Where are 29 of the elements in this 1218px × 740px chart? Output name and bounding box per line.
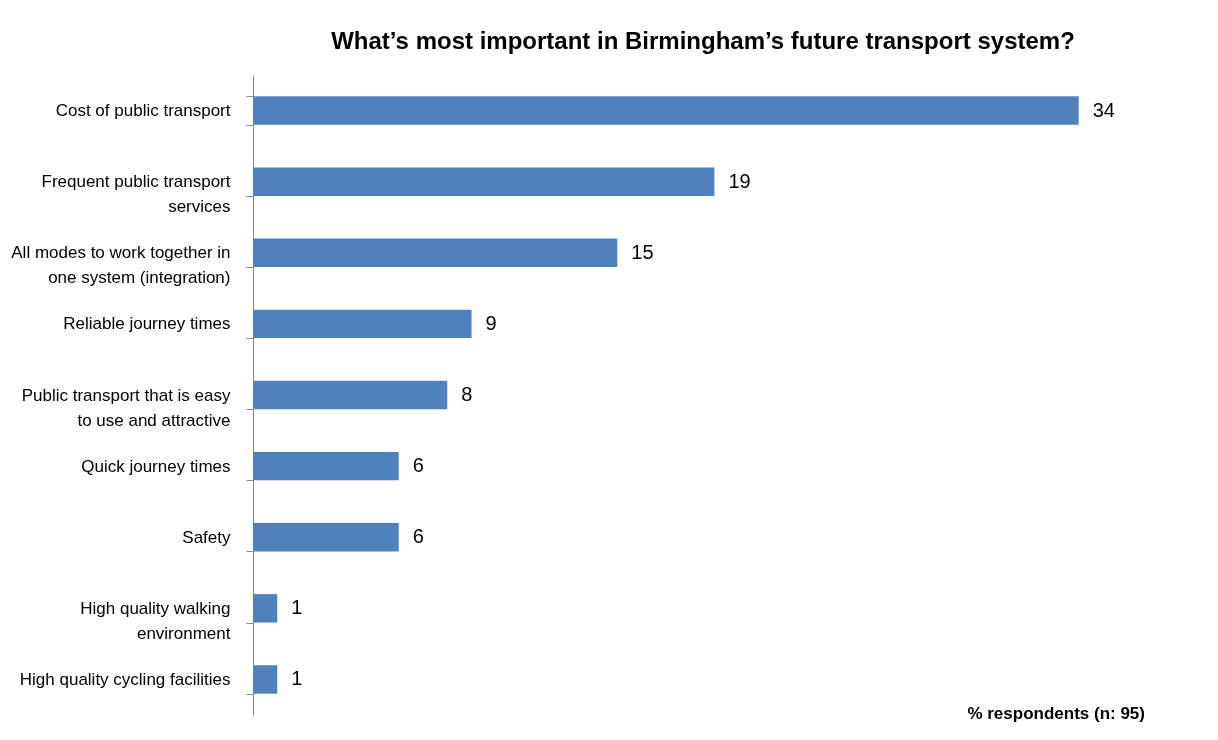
data-label: 6 — [412, 454, 424, 477]
y-tick-label: High quality cycling facilities — [19, 669, 231, 689]
y-tick-label: Frequent public transport services — [41, 172, 231, 217]
bar — [253, 238, 618, 267]
chart-title: What’s most important in Birmingham’s future transport system? — [331, 27, 1075, 54]
data-label: 15 — [631, 240, 654, 263]
bar — [253, 167, 715, 196]
y-tick-label: High quality walking environment — [80, 598, 231, 643]
data-label: 19 — [728, 169, 751, 192]
bar — [253, 380, 448, 410]
data-label: 6 — [412, 525, 424, 548]
bar — [253, 594, 278, 623]
y-tick-label: All modes to work together in one system (integration) — [11, 243, 231, 288]
bar — [253, 451, 399, 481]
bar — [253, 96, 1079, 125]
y-tick-label: Quick journey times — [81, 456, 231, 476]
y-tick-label: Safety — [182, 527, 231, 547]
data-label: 34 — [1092, 98, 1115, 121]
annotation: % respondents (n: 95) — [967, 704, 1145, 723]
y-tick-label: Cost of public transport — [55, 101, 231, 121]
data-label: 1 — [291, 667, 303, 690]
data-label: 1 — [291, 596, 303, 619]
y-tick-label: Reliable journey times — [63, 314, 231, 334]
y-tick-label: Public transport that is easy to use and attractive — [21, 385, 231, 430]
bar — [253, 665, 278, 694]
bar — [253, 309, 472, 339]
data-label: 8 — [461, 383, 473, 405]
data-label: 9 — [485, 311, 497, 334]
bar — [253, 523, 399, 552]
